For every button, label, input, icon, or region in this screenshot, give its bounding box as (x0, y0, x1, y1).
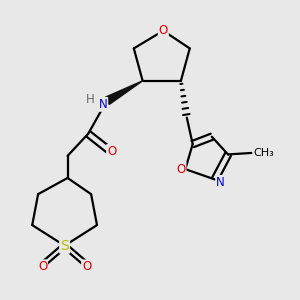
Text: O: O (107, 145, 116, 158)
Text: CH₃: CH₃ (253, 148, 274, 158)
Text: H: H (86, 93, 94, 106)
Text: N: N (216, 176, 225, 189)
Text: O: O (159, 24, 168, 37)
Text: S: S (60, 239, 69, 253)
Text: O: O (82, 260, 91, 273)
Text: O: O (176, 163, 185, 176)
Polygon shape (105, 81, 142, 104)
Text: O: O (38, 260, 47, 273)
Text: N: N (98, 98, 107, 111)
